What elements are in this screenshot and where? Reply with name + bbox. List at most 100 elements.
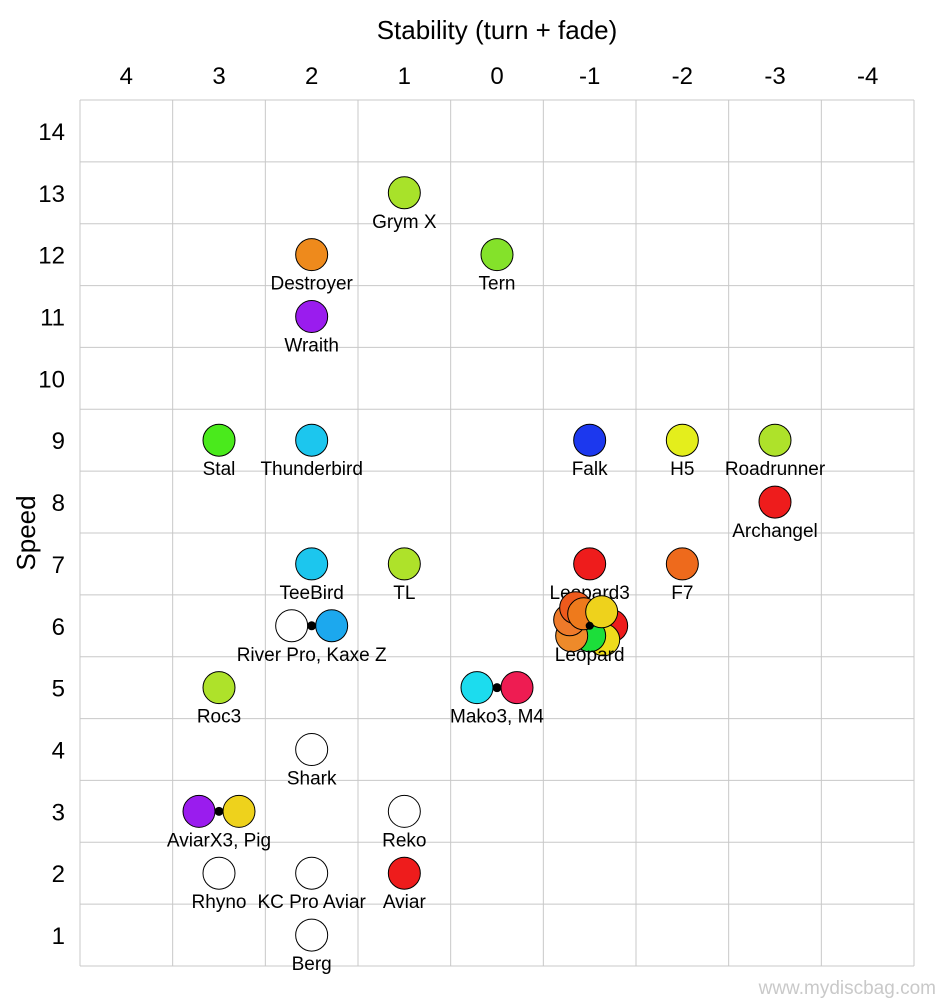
disc-group: F7 (665, 547, 699, 604)
disc-label: Roc3 (197, 707, 241, 728)
disc-group: Aviar (383, 856, 427, 913)
y-axis-ticks: 14 13 12 11 10 9 8 7 6 5 4 3 2 1 (38, 119, 65, 950)
disc-group: Stal (202, 423, 236, 480)
disc-point (460, 671, 494, 705)
disc-group: Mako3, M4 (450, 671, 544, 728)
disc-group: Shark (287, 733, 337, 790)
disc-label: Wraith (284, 336, 339, 357)
disc-point (295, 300, 329, 333)
disc-point (387, 547, 421, 581)
disc-point (202, 856, 236, 890)
disc-point (665, 547, 699, 581)
y-tick-label: 12 (38, 243, 65, 270)
disc-label: Grym X (372, 212, 437, 233)
x-tick-label: 4 (120, 63, 133, 90)
disc-point (480, 238, 514, 272)
disc-label: Mako3, M4 (450, 707, 544, 728)
disc-group: Grym X (372, 176, 437, 233)
x-tick-label: -1 (579, 63, 600, 90)
y-tick-label: 13 (38, 181, 65, 208)
y-tick-label: 10 (38, 366, 65, 393)
x-axis-ticks: 4 3 2 1 0 -1 -2 -3 -4 (120, 63, 879, 90)
y-tick-label: 9 (52, 428, 65, 455)
x-tick-label: -3 (764, 63, 785, 90)
disc-point (387, 794, 421, 828)
y-tick-label: 14 (38, 119, 65, 146)
disc-group: Roadrunner (725, 423, 826, 480)
cluster-center-dot (585, 621, 594, 630)
y-tick-label: 2 (52, 861, 65, 888)
y-tick-label: 6 (52, 614, 65, 641)
disc-point (387, 176, 421, 210)
disc-point (202, 423, 236, 457)
disc-label: TL (393, 583, 415, 604)
y-tick-label: 8 (52, 490, 65, 517)
disc-group: Leopard (553, 591, 629, 666)
disc-label: H5 (670, 459, 694, 480)
disc-point (275, 609, 309, 643)
y-tick-label: 11 (40, 305, 65, 332)
disc-group: Archangel (732, 485, 818, 542)
disc-group: Destroyer (270, 238, 354, 295)
disc-point (758, 423, 792, 457)
y-tick-label: 4 (52, 738, 65, 765)
disc-group: TeeBird (279, 547, 344, 604)
disc-label: Leopard (555, 645, 625, 666)
disc-point (387, 856, 421, 890)
disc-group: Tern (479, 238, 516, 295)
disc-point (202, 671, 236, 705)
disc-group: Rhyno (192, 856, 247, 913)
disc-points: Grym X Destroyer Tern Wraith Stal Thunderbird… (167, 176, 826, 975)
disc-group: H5 (665, 423, 699, 480)
disc-point (222, 794, 256, 828)
x-tick-label: -4 (857, 63, 878, 90)
x-tick-label: 0 (490, 63, 503, 90)
disc-group: Thunderbird (260, 423, 363, 480)
disc-point (182, 794, 216, 828)
disc-label: Stal (203, 459, 236, 480)
disc-label: Falk (572, 459, 608, 480)
disc-point (573, 423, 607, 457)
y-tick-label: 7 (52, 552, 65, 579)
disc-group: Falk (572, 423, 608, 480)
disc-label: F7 (671, 583, 693, 604)
disc-group: TL (387, 547, 421, 604)
disc-point (758, 485, 792, 519)
disc-label: AviarX3, Pig (167, 830, 271, 851)
disc-label: Tern (479, 274, 516, 295)
disc-group: Leopard3 (550, 547, 630, 604)
y-tick-label: 1 (52, 923, 65, 950)
disc-label: Thunderbird (260, 459, 362, 480)
y-tick-label: 3 (52, 799, 65, 826)
y-tick-label: 5 (52, 676, 65, 703)
disc-label: River Pro, Kaxe Z (237, 645, 387, 666)
disc-point (295, 547, 329, 581)
disc-group: Roc3 (197, 671, 241, 728)
disc-point (665, 423, 699, 457)
disc-label: Aviar (383, 892, 427, 913)
x-tick-label: 1 (398, 63, 411, 90)
disc-point (315, 609, 349, 643)
disc-point (295, 856, 329, 890)
watermark: www.mydiscbag.com (758, 978, 936, 999)
disc-label: Shark (287, 769, 337, 790)
disc-point (295, 423, 329, 457)
disc-group: AviarX3, Pig (167, 794, 271, 851)
disc-group: Reko (382, 794, 427, 851)
disc-label: Roadrunner (725, 459, 826, 480)
disc-point (585, 595, 619, 629)
disc-group: Wraith (284, 300, 339, 357)
disc-label: TeeBird (279, 583, 343, 604)
x-tick-label: 3 (212, 63, 225, 90)
disc-label: Berg (292, 954, 332, 975)
disc-group: River Pro, Kaxe Z (237, 609, 387, 666)
pair-center-dot (307, 621, 317, 631)
disc-label: Rhyno (192, 892, 247, 913)
disc-label: Archangel (732, 521, 818, 542)
disc-point (295, 733, 329, 766)
disc-group: KC Pro Aviar (257, 856, 367, 913)
y-axis-title: Speed (11, 495, 41, 570)
disc-group: Berg (292, 918, 332, 975)
disc-label: Destroyer (270, 274, 353, 295)
